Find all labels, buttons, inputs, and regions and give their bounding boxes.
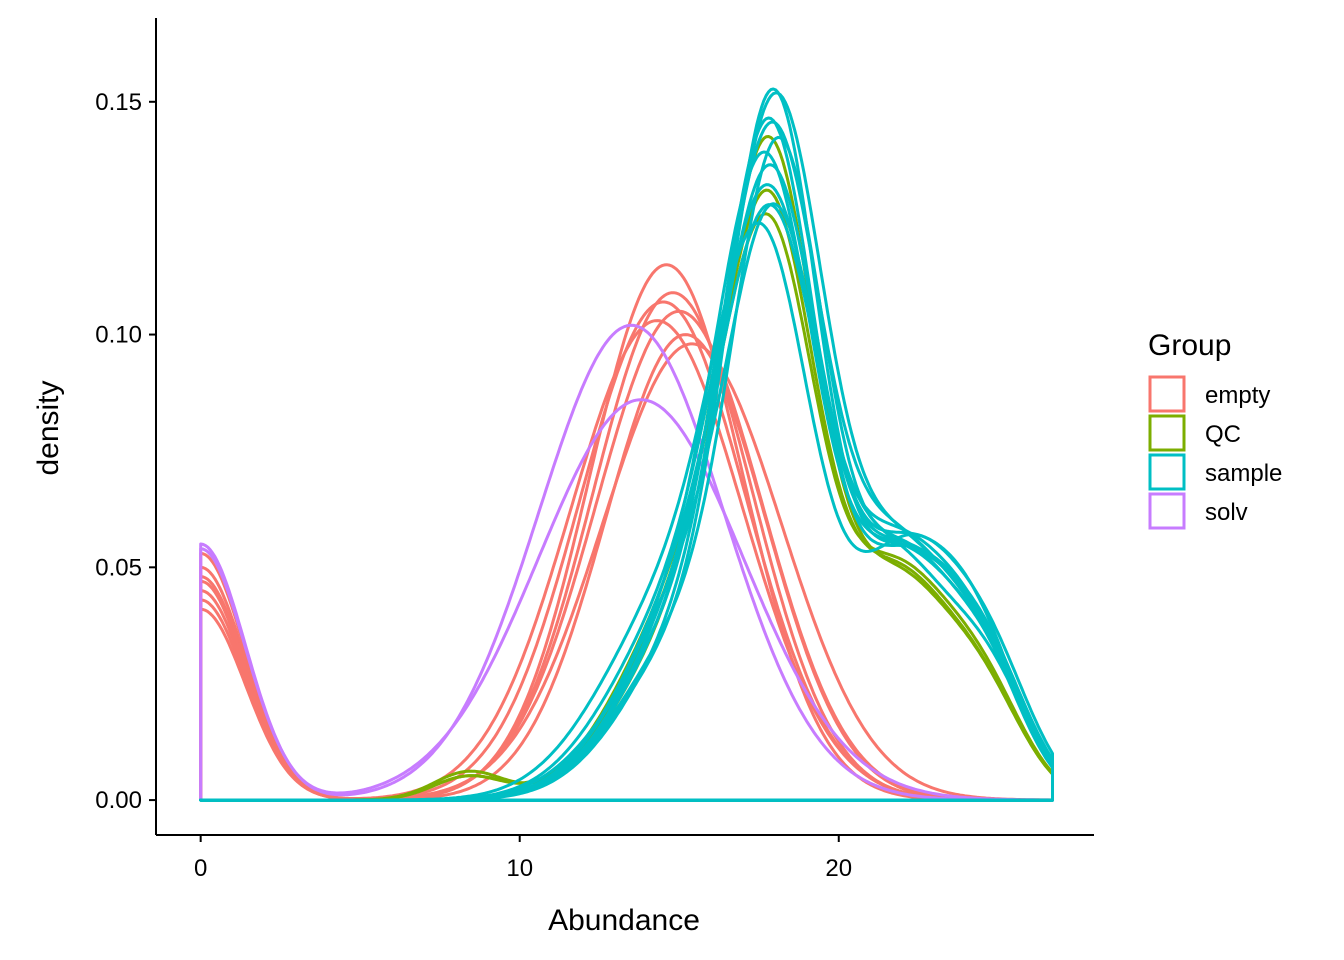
legend-key-solv xyxy=(1148,492,1186,530)
density-curve-sample xyxy=(199,221,1054,802)
plot-area xyxy=(199,87,1054,802)
density-curve-empty xyxy=(199,319,1054,802)
y-tick-label: 0.10 xyxy=(95,322,142,349)
legend-key-QC xyxy=(1148,414,1186,452)
x-axis-title: Abundance xyxy=(548,904,700,937)
legend-label-empty: empty xyxy=(1205,382,1270,409)
legend-key-empty xyxy=(1148,375,1186,413)
y-tick-label: 0.15 xyxy=(95,89,142,116)
legend-label-QC: QC xyxy=(1205,421,1241,448)
density-curve-sample xyxy=(199,202,1054,802)
x-axis: 0 10 20 xyxy=(156,834,1094,882)
legend-label-solv: solv xyxy=(1205,499,1248,526)
y-tick-label: 0.05 xyxy=(95,554,142,581)
legend-label-sample: sample xyxy=(1205,460,1282,487)
density-curve-solv xyxy=(199,323,1054,802)
y-axis-title: density xyxy=(32,380,65,475)
y-tick-label: 0.00 xyxy=(95,787,142,814)
density-curve-solv xyxy=(199,398,1054,802)
density-curve-sample xyxy=(199,150,1054,802)
y-axis: 0.00 0.05 0.10 0.15 xyxy=(95,18,157,835)
density-curve-sample xyxy=(199,163,1054,802)
legend-title: Group xyxy=(1148,329,1231,362)
x-tick-label: 0 xyxy=(194,855,207,882)
x-tick-label: 10 xyxy=(506,855,533,882)
legend: Group empty QC sample solv xyxy=(1148,329,1282,530)
legend-key-sample xyxy=(1148,453,1186,491)
density-curve-empty xyxy=(199,342,1054,802)
x-tick-label: 20 xyxy=(825,855,852,882)
density-curve-QC xyxy=(199,188,1054,802)
density-curve-sample xyxy=(199,183,1054,802)
density-curve-QC xyxy=(199,212,1054,802)
density-curve-sample xyxy=(199,203,1054,802)
